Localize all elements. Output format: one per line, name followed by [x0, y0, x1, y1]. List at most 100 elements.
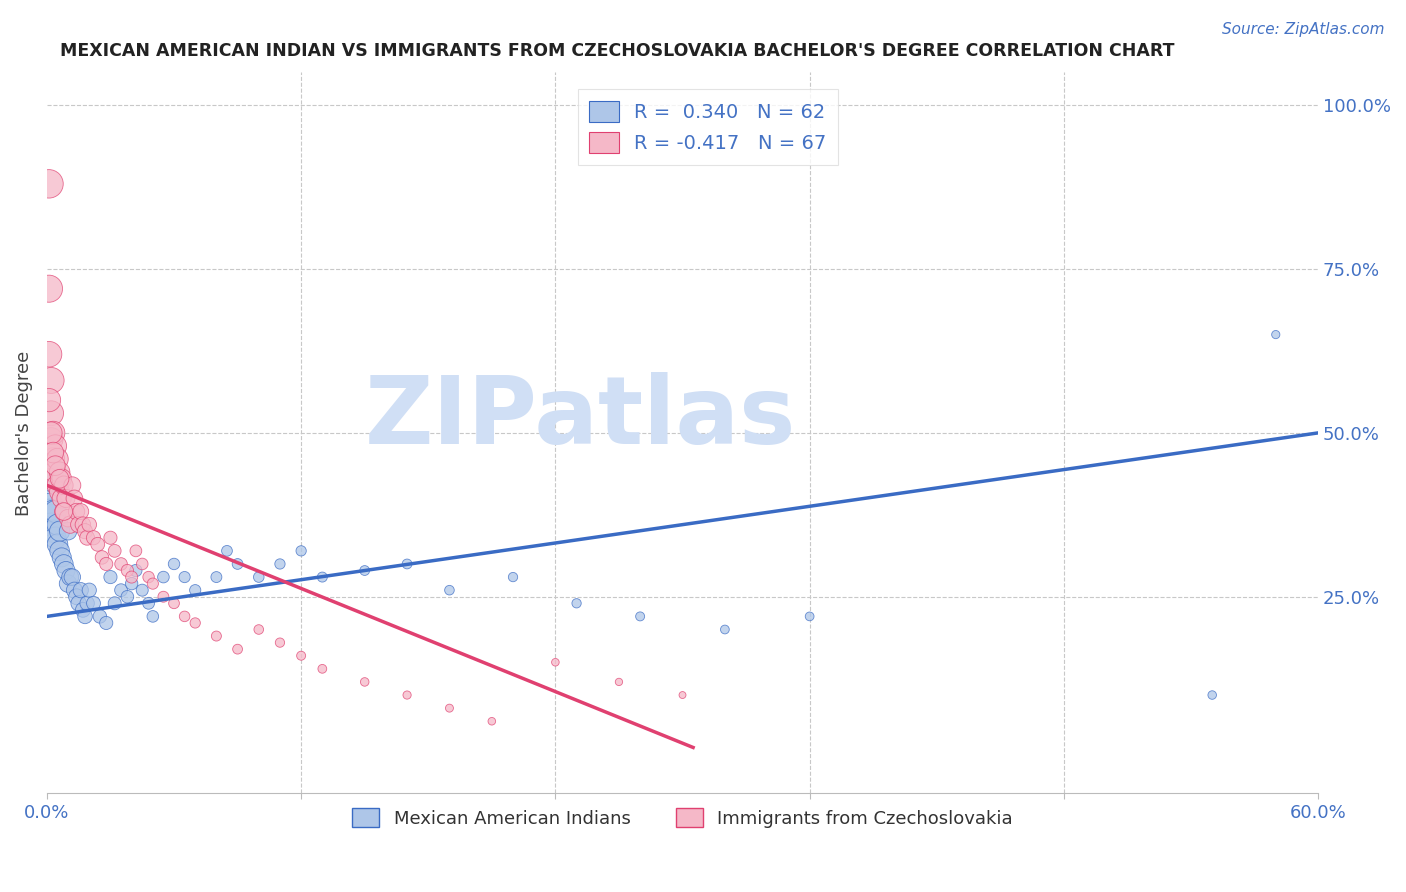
Point [226, 642, 249, 657]
Point [544, 655, 567, 669]
Point [481, 714, 503, 729]
Point [152, 570, 174, 584]
Point [87, 537, 110, 551]
Point [38, 393, 60, 408]
Point [142, 609, 165, 624]
Point [60, 478, 83, 492]
Point [117, 564, 139, 578]
Point [104, 596, 127, 610]
Point [42, 445, 65, 459]
Point [69, 504, 91, 518]
Point [138, 570, 160, 584]
Point [44, 465, 66, 479]
Point [1264, 327, 1286, 342]
Point [131, 583, 153, 598]
Point [65, 590, 87, 604]
Point [65, 504, 87, 518]
Point [38, 504, 60, 518]
Point [152, 590, 174, 604]
Point [59, 517, 82, 532]
Point [42, 452, 65, 467]
Point [76, 596, 98, 610]
Point [110, 557, 132, 571]
Point [77, 583, 100, 598]
Point [42, 524, 65, 539]
Point [671, 688, 693, 702]
Point [46, 517, 69, 532]
Point [100, 531, 122, 545]
Point [48, 524, 70, 539]
Point [96, 615, 118, 630]
Point [215, 544, 238, 558]
Point [42, 472, 65, 486]
Point [311, 570, 333, 584]
Point [121, 576, 143, 591]
Point [46, 452, 69, 467]
Point [38, 347, 60, 361]
Point [439, 701, 461, 715]
Point [42, 425, 65, 440]
Point [96, 557, 118, 571]
Point [117, 590, 139, 604]
Point [714, 623, 737, 637]
Point [52, 504, 75, 518]
Point [77, 517, 100, 532]
Point [353, 674, 375, 689]
Point [131, 557, 153, 571]
Point [184, 583, 207, 598]
Point [42, 504, 65, 518]
Point [439, 583, 461, 598]
Point [83, 531, 105, 545]
Text: Source: ZipAtlas.com: Source: ZipAtlas.com [1222, 22, 1385, 37]
Point [69, 583, 91, 598]
Point [628, 609, 651, 624]
Point [39, 433, 62, 447]
Point [60, 570, 83, 584]
Point [51, 472, 73, 486]
Point [138, 596, 160, 610]
Point [48, 465, 70, 479]
Point [226, 557, 249, 571]
Legend: Mexican American Indians, Immigrants from Czechoslovakia: Mexican American Indians, Immigrants fro… [344, 801, 1021, 835]
Point [76, 531, 98, 545]
Point [73, 609, 96, 624]
Point [173, 609, 195, 624]
Point [353, 564, 375, 578]
Point [38, 282, 60, 296]
Point [205, 570, 228, 584]
Point [73, 524, 96, 539]
Point [125, 544, 148, 558]
Point [290, 648, 312, 663]
Point [110, 583, 132, 598]
Point [48, 484, 70, 499]
Point [44, 504, 66, 518]
Point [607, 674, 630, 689]
Point [51, 550, 73, 565]
Point [38, 177, 60, 191]
Point [67, 596, 90, 610]
Point [125, 564, 148, 578]
Point [51, 491, 73, 506]
Text: ZIPatlas: ZIPatlas [366, 373, 797, 465]
Point [83, 596, 105, 610]
Point [39, 517, 62, 532]
Point [396, 557, 419, 571]
Point [269, 557, 291, 571]
Point [39, 472, 62, 486]
Point [104, 544, 127, 558]
Point [72, 603, 94, 617]
Point [56, 576, 79, 591]
Point [89, 609, 111, 624]
Point [565, 596, 588, 610]
Point [91, 550, 114, 565]
Point [39, 374, 62, 388]
Point [48, 472, 70, 486]
Point [63, 491, 86, 506]
Point [396, 688, 419, 702]
Point [72, 517, 94, 532]
Point [799, 609, 821, 624]
Point [39, 425, 62, 440]
Point [52, 504, 75, 518]
Point [48, 544, 70, 558]
Point [38, 484, 60, 499]
